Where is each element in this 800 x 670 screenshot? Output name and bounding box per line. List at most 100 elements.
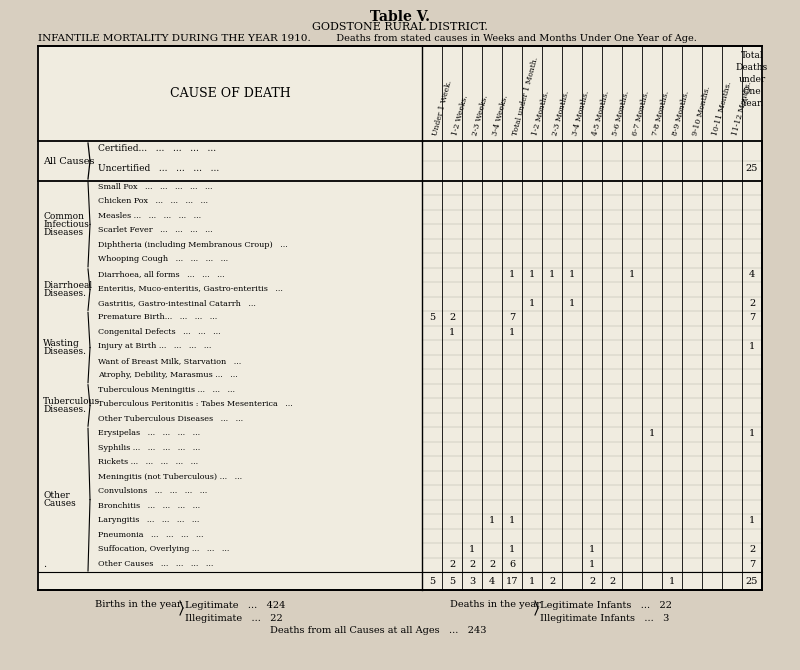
Text: 2: 2: [489, 559, 495, 569]
Text: Tuberculous Meningitis ...   ...   ...: Tuberculous Meningitis ... ... ...: [98, 386, 235, 394]
Text: 1: 1: [529, 299, 535, 308]
Text: Suffocation, Overlying ...   ...   ...: Suffocation, Overlying ... ... ...: [98, 545, 230, 553]
Text: 2: 2: [589, 576, 595, 586]
Text: Diseases.: Diseases.: [43, 405, 86, 414]
Text: 4: 4: [489, 576, 495, 586]
Text: Want of Breast Milk, Starvation   ...: Want of Breast Milk, Starvation ...: [98, 357, 242, 364]
Text: 5: 5: [449, 576, 455, 586]
Text: Table V.: Table V.: [370, 10, 430, 24]
Text: 5-6 Months.: 5-6 Months.: [611, 90, 630, 137]
Text: Enteritis, Muco-enteritis, Gastro-enteritis   ...: Enteritis, Muco-enteritis, Gastro-enteri…: [98, 284, 283, 292]
Text: 1: 1: [669, 576, 675, 586]
Text: 1: 1: [509, 516, 515, 525]
Text: Small Pox   ...   ...   ...   ...   ...: Small Pox ... ... ... ... ...: [98, 183, 213, 191]
Text: Diarrhoeal: Diarrhoeal: [43, 281, 92, 290]
Text: 2: 2: [749, 299, 755, 308]
Text: 4: 4: [749, 270, 755, 279]
Text: Diseases: Diseases: [43, 228, 83, 237]
Text: 2: 2: [449, 314, 455, 322]
Text: 1: 1: [749, 429, 755, 438]
Text: Injury at Birth ...   ...   ...   ...: Injury at Birth ... ... ... ...: [98, 342, 211, 350]
Text: Erysipelas   ...   ...   ...   ...: Erysipelas ... ... ... ...: [98, 429, 200, 438]
Text: 25: 25: [746, 576, 758, 586]
Text: 6: 6: [509, 559, 515, 569]
Text: .: .: [43, 560, 46, 570]
Text: GODSTONE RURAL DISTRICT.: GODSTONE RURAL DISTRICT.: [312, 22, 488, 32]
Text: 1: 1: [569, 270, 575, 279]
Text: 3: 3: [469, 576, 475, 586]
Text: CAUSE OF DEATH: CAUSE OF DEATH: [170, 87, 290, 100]
Text: Deaths in the year: Deaths in the year: [450, 600, 541, 609]
Text: Certified...   ...   ...   ...   ...: Certified... ... ... ... ...: [98, 144, 216, 153]
Text: 1: 1: [489, 516, 495, 525]
Text: Births in the year: Births in the year: [95, 600, 182, 609]
Text: Whooping Cough   ...   ...   ...   ...: Whooping Cough ... ... ... ...: [98, 255, 228, 263]
Text: 1: 1: [649, 429, 655, 438]
Text: Legitimate Infants   ...   22: Legitimate Infants ... 22: [540, 601, 672, 610]
Text: 2-3 Weeks.: 2-3 Weeks.: [471, 94, 490, 137]
Text: Deaths: Deaths: [736, 63, 768, 72]
Text: 2: 2: [609, 576, 615, 586]
Text: 11-12 Months.: 11-12 Months.: [731, 81, 753, 137]
Text: Uncertified   ...   ...   ...   ...: Uncertified ... ... ... ...: [98, 164, 219, 173]
Text: 6-7 Months.: 6-7 Months.: [631, 90, 650, 137]
Text: 1: 1: [629, 270, 635, 279]
Text: INFANTILE MORTALITY DURING THE YEAR 1910.: INFANTILE MORTALITY DURING THE YEAR 1910…: [38, 34, 310, 43]
Text: 1: 1: [449, 328, 455, 337]
Text: Illegitimate Infants   ...   3: Illegitimate Infants ... 3: [540, 614, 670, 623]
Text: under: under: [738, 75, 766, 84]
Text: 1: 1: [589, 545, 595, 554]
Text: Infectious: Infectious: [43, 220, 89, 229]
Text: Legitimate   ...   424: Legitimate ... 424: [185, 601, 286, 610]
Text: Other Tuberculous Diseases   ...   ...: Other Tuberculous Diseases ... ...: [98, 415, 243, 423]
Text: Measles ...   ...   ...   ...   ...: Measles ... ... ... ... ...: [98, 212, 201, 220]
Text: Congenital Defects   ...   ...   ...: Congenital Defects ... ... ...: [98, 328, 221, 336]
Text: One: One: [742, 87, 762, 96]
Text: 1: 1: [529, 576, 535, 586]
Text: 2: 2: [449, 559, 455, 569]
Text: Syphilis ...   ...   ...   ...   ...: Syphilis ... ... ... ... ...: [98, 444, 200, 452]
Text: Causes: Causes: [43, 499, 76, 508]
Text: 1: 1: [529, 270, 535, 279]
Text: 1: 1: [589, 559, 595, 569]
Text: 1: 1: [749, 342, 755, 351]
Text: Diseases.: Diseases.: [43, 347, 86, 356]
Text: 7: 7: [749, 559, 755, 569]
Text: 1: 1: [509, 545, 515, 554]
Text: 5: 5: [429, 576, 435, 586]
Text: 1: 1: [509, 270, 515, 279]
Text: Illegitimate   ...   22: Illegitimate ... 22: [185, 614, 282, 623]
Text: 17: 17: [506, 576, 518, 586]
Text: 1: 1: [749, 516, 755, 525]
Text: 2: 2: [469, 559, 475, 569]
Text: Common: Common: [43, 212, 84, 221]
Text: Convulsions   ...   ...   ...   ...: Convulsions ... ... ... ...: [98, 487, 207, 495]
Text: 7: 7: [509, 314, 515, 322]
Text: Atrophy, Debility, Marasmus ...   ...: Atrophy, Debility, Marasmus ... ...: [98, 371, 238, 379]
Text: Laryngitis   ...   ...   ...   ...: Laryngitis ... ... ... ...: [98, 516, 199, 524]
Text: 1-2 Months.: 1-2 Months.: [531, 90, 550, 137]
Text: Rickets ...   ...   ...   ...   ...: Rickets ... ... ... ... ...: [98, 458, 198, 466]
Text: Diseases.: Diseases.: [43, 289, 86, 298]
Text: 2: 2: [749, 545, 755, 554]
Text: 9-10 Months.: 9-10 Months.: [691, 86, 712, 137]
Text: 3-4 Weeks.: 3-4 Weeks.: [491, 94, 510, 137]
Text: Chicken Pox   ...   ...   ...   ...: Chicken Pox ... ... ... ...: [98, 198, 208, 206]
Text: Total under 1 Month.: Total under 1 Month.: [511, 56, 540, 137]
Text: 2: 2: [549, 576, 555, 586]
Text: Total: Total: [741, 51, 763, 60]
Text: 7-8 Months.: 7-8 Months.: [651, 90, 670, 137]
Text: All Causes: All Causes: [43, 157, 94, 165]
Text: 8-9 Months.: 8-9 Months.: [671, 90, 690, 137]
Text: 2-3 Months.: 2-3 Months.: [551, 90, 570, 137]
Text: 1: 1: [569, 299, 575, 308]
Bar: [38, 46, 762, 590]
Text: 4-5 Months.: 4-5 Months.: [591, 90, 610, 137]
Text: Wasting: Wasting: [43, 339, 80, 348]
Text: 1: 1: [509, 328, 515, 337]
Text: Other: Other: [43, 491, 70, 500]
Text: Scarlet Fever   ...   ...   ...   ...: Scarlet Fever ... ... ... ...: [98, 226, 213, 234]
Text: 3-4 Months.: 3-4 Months.: [571, 90, 590, 137]
Text: Deaths from stated causes in Weeks and Months Under One Year of Age.: Deaths from stated causes in Weeks and M…: [330, 34, 697, 43]
Text: Tuberculous: Tuberculous: [43, 397, 100, 406]
